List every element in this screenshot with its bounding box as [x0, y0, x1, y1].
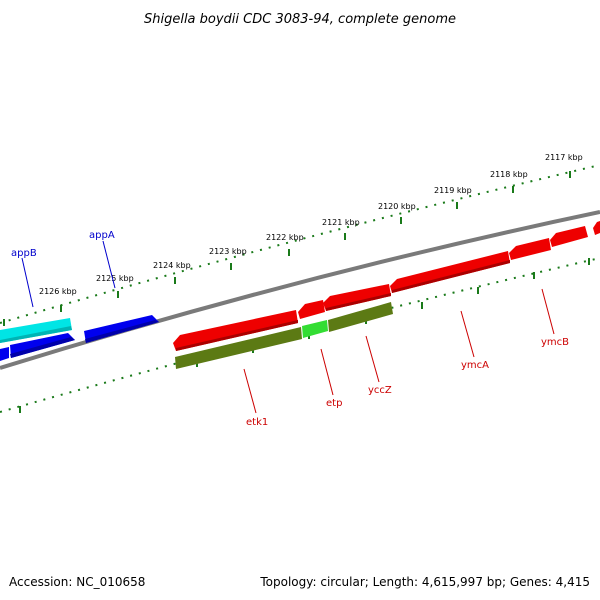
genome-backbone — [0, 210, 600, 370]
yccZ-leader-line — [365, 335, 380, 383]
gene-label-etk1[interactable]: etk1 — [246, 417, 268, 428]
kbp-label: 2122 kbp — [266, 233, 304, 242]
gene-reverse-arrow[interactable] — [550, 226, 588, 247]
kbp-label: 2121 kbp — [322, 218, 360, 227]
genome-summary: Topology: circular; Length: 4,615,997 bp… — [259, 575, 590, 589]
etp-leader-line — [320, 348, 334, 396]
etk1-leader-line — [243, 368, 257, 414]
kbp-label: 2118 kbp — [490, 170, 528, 179]
kbp-label: 2120 kbp — [378, 202, 416, 211]
gene-reverse-partial-arrow[interactable] — [593, 221, 600, 235]
gene-label-appA[interactable]: appA — [89, 230, 115, 241]
gene-blue-arrow[interactable] — [10, 333, 75, 358]
kbp-label: 2124 kbp — [153, 261, 191, 270]
outer-scale-ticks — [3, 171, 571, 326]
gene-appA-arrow[interactable] — [84, 315, 159, 343]
appB-leader-line — [21, 257, 34, 308]
gene-label-ymcB[interactable]: ymcB — [541, 337, 569, 348]
reverse-leader-lines — [243, 288, 555, 414]
gene-forward-partial-arrow[interactable] — [0, 347, 9, 361]
gene-etp-arrow[interactable] — [298, 300, 325, 319]
gene-label-yccZ[interactable]: yccZ — [368, 385, 392, 396]
gene-label-ymcA[interactable]: ymcA — [461, 360, 489, 371]
map-title: Shigella boydii CDC 3083-94, complete ge… — [144, 12, 456, 27]
ymcB-leader-line — [541, 288, 555, 335]
appA-leader-line — [102, 240, 116, 289]
gene-olive-right-arrow[interactable] — [328, 302, 393, 332]
gene-ymcB-arrow[interactable] — [509, 238, 551, 260]
gene-label-appB[interactable]: appB — [11, 248, 37, 259]
kbp-label: 2123 kbp — [209, 247, 247, 256]
gene-yccZ-arrow[interactable] — [323, 284, 391, 311]
gene-etk1-arrow[interactable] — [173, 310, 298, 351]
kbp-label: 2119 kbp — [434, 186, 472, 195]
gene-green-arrow[interactable] — [302, 320, 328, 338]
gene-appB-arrow[interactable] — [0, 318, 72, 343]
kbp-label: 2126 kbp — [39, 287, 77, 296]
gene-ymcA-arrow[interactable] — [390, 251, 510, 293]
ymcA-leader-line — [460, 310, 475, 358]
accession-label: Accession: NC_010658 — [9, 575, 145, 589]
gene-olive-arrow[interactable] — [175, 327, 302, 369]
forward-leader-lines — [21, 240, 116, 308]
kbp-label: 2117 kbp — [545, 153, 583, 162]
kbp-label: 2125 kbp — [96, 274, 134, 283]
gene-label-etp[interactable]: etp — [326, 398, 342, 409]
